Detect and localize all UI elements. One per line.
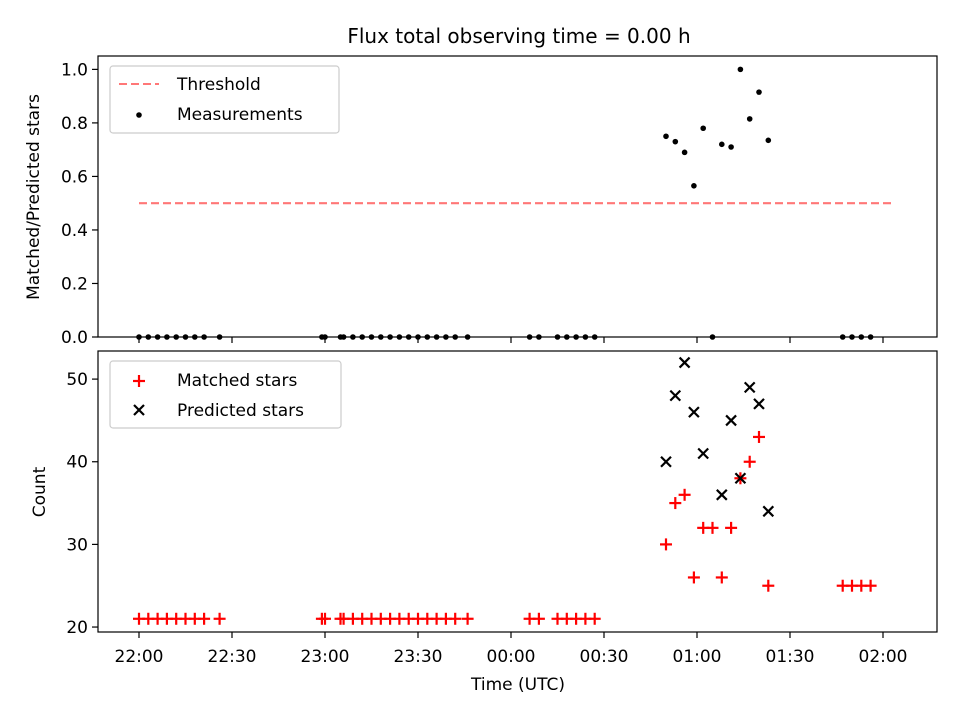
predicted-star-point	[688, 406, 700, 418]
bottom-y-axis-label: Count	[30, 466, 50, 517]
matched-star-point	[213, 612, 226, 625]
predicted-star-point	[678, 356, 691, 369]
measurement-point	[691, 182, 697, 189]
x-tick-label: 23:30	[394, 647, 443, 667]
top-legend: Threshold Measurements	[109, 65, 340, 134]
predicted-star-point	[669, 389, 682, 402]
legend-matched-swatch	[133, 375, 145, 387]
matched-star-point	[319, 612, 331, 625]
x-tick-label: 22:30	[208, 647, 257, 667]
bottom-y-axis-ticks: 20 30 40 50	[66, 370, 98, 638]
matched-star-point	[864, 579, 877, 592]
bottom-legend: Matched stars Predicted stars	[109, 360, 342, 429]
y-tick-label: 0.0	[61, 328, 88, 348]
measurement-point	[765, 137, 772, 144]
measurement-point	[719, 141, 725, 148]
predicted-star-point	[734, 472, 747, 485]
predicted-star-point	[762, 505, 775, 518]
matched-star-point	[753, 430, 765, 443]
bottom-legend-box	[109, 360, 342, 429]
matched-star-point	[725, 521, 738, 534]
y-tick-label: 0.8	[61, 114, 88, 134]
count-points	[133, 356, 877, 625]
y-tick-label: 0.4	[61, 221, 88, 241]
chart-title: Flux total observing time = 0.00 h	[347, 24, 690, 48]
predicted-star-point	[743, 381, 756, 394]
x-tick-label: 02:00	[859, 647, 908, 667]
matched-star-point	[669, 497, 682, 510]
measurement-point	[700, 125, 706, 132]
measurement-point	[728, 144, 734, 150]
legend-measurements-swatch	[136, 112, 142, 118]
matched-star-point	[762, 579, 775, 592]
y-tick-label: 40	[66, 453, 88, 473]
matched-star-point	[715, 571, 728, 584]
matched-star-point	[588, 612, 601, 625]
top-legend-box	[109, 65, 340, 134]
measurement-point	[663, 133, 669, 140]
x-axis-label: Time (UTC)	[470, 675, 565, 695]
y-tick-label: 50	[66, 370, 88, 390]
top-x-axis-ticks	[138, 337, 884, 343]
x-tick-label: 01:00	[673, 647, 722, 667]
top-y-axis-label: Matched/Predicted stars	[24, 94, 44, 300]
y-tick-label: 0.6	[61, 167, 88, 187]
x-tick-label: 00:00	[487, 647, 536, 667]
top-plot-frame	[97, 55, 938, 338]
predicted-star-point	[716, 489, 728, 501]
measurement-point	[681, 149, 688, 156]
legend-predicted-swatch	[133, 404, 145, 416]
matched-star-point	[449, 612, 462, 625]
y-tick-label: 1.0	[61, 60, 88, 80]
ratio-panel: 0.0 0.2 0.4 0.6 0.8 1.0 Matched/Predicted sta…	[24, 55, 938, 348]
measurement-point	[746, 116, 753, 122]
count-panel: 20 30 40 50 22:00 22:30 23:00 23:30 00:00 00:30 0…	[30, 350, 938, 695]
matched-star-point	[678, 488, 691, 501]
measurement-point	[672, 138, 679, 145]
measurement-point	[756, 89, 762, 95]
predicted-star-point	[697, 447, 709, 460]
y-tick-label: 30	[66, 535, 88, 555]
matched-star-point	[660, 538, 672, 551]
matched-star-point	[706, 521, 719, 534]
legend-measurements-label: Measurements	[177, 105, 303, 125]
y-tick-label: 20	[66, 618, 88, 638]
legend-predicted-label: Predicted stars	[177, 401, 304, 421]
y-tick-label: 0.2	[61, 274, 88, 294]
bottom-plot-frame	[97, 350, 938, 633]
matched-star-point	[461, 612, 474, 625]
predicted-star-point	[725, 414, 737, 427]
predicted-star-point	[660, 455, 672, 468]
matched-star-point	[743, 455, 756, 468]
x-tick-label: 01:30	[766, 647, 815, 667]
x-tick-label: 22:00	[115, 647, 164, 667]
x-tick-label: 00:30	[580, 647, 629, 667]
matched-star-point	[532, 612, 545, 625]
legend-matched-label: Matched stars	[177, 371, 297, 391]
matched-star-point	[687, 571, 700, 584]
legend-threshold-label: Threshold	[176, 75, 261, 95]
matched-star-point	[198, 612, 211, 625]
bottom-x-axis-ticks: 22:00 22:30 23:00 23:30 00:00 00:30 01:00 01:30…	[115, 632, 908, 667]
x-tick-label: 23:00	[301, 647, 350, 667]
top-y-axis-ticks: 0.0 0.2 0.4 0.6 0.8 1.0	[61, 60, 98, 348]
predicted-star-point	[753, 398, 765, 410]
measurement-point	[737, 66, 744, 73]
